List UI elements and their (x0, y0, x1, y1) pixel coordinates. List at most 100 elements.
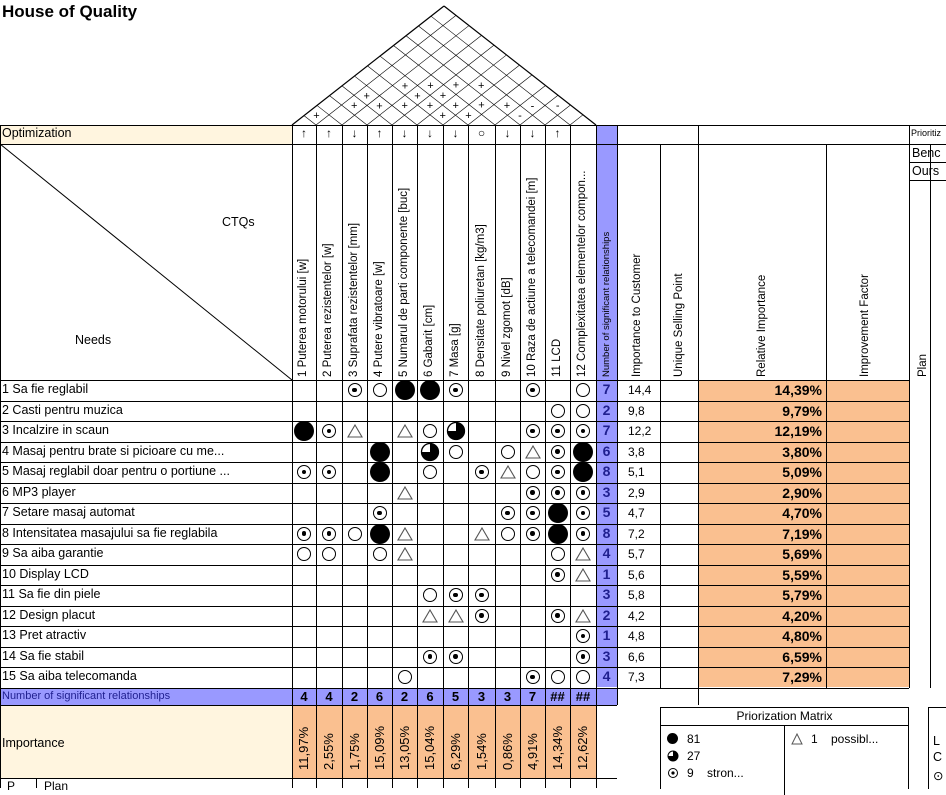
strong-relationship-icon (448, 649, 463, 664)
ctq-nsr-value: 3 (477, 689, 486, 704)
legend-dot-icon (668, 768, 678, 778)
ctq-importance-value: 15,09% (371, 725, 387, 770)
medium-relationship-icon (372, 547, 387, 562)
legend-value: 9 (687, 766, 694, 780)
ctq-nsr-value: 5 (451, 689, 460, 704)
strong-relationship-icon (474, 465, 489, 480)
importance-to-customer-value: 5,7 (628, 547, 645, 561)
need-label: 8 Intensitatea masajului sa fie reglabil… (2, 525, 218, 540)
medium-relationship-icon (576, 383, 590, 398)
importance-to-customer-value: 9,8 (628, 403, 645, 418)
strong-relationship-icon (372, 506, 387, 521)
optimization-arrow: ↓ (351, 126, 358, 140)
importance-to-customer-header: Importance to Customer (631, 253, 643, 377)
roof-mark: + (453, 100, 459, 112)
medium-relationship-icon (448, 444, 463, 459)
optimization-arrow: ↓ (427, 126, 433, 140)
strong-relationship-icon (474, 588, 489, 603)
relative-importance-value: 4,70% (782, 505, 822, 521)
relative-importance-value: 6,59% (782, 648, 822, 665)
roof-mark: + (402, 100, 408, 112)
nsr-column-bg (596, 125, 617, 687)
strong-relationship-icon (297, 526, 311, 541)
roof-mark: + (427, 100, 433, 112)
need-nsr-value: 8 (602, 524, 611, 541)
need-label: 10 Display LCD (2, 566, 89, 581)
very-strong-relationship-icon (369, 441, 390, 462)
strong-relationship-icon (448, 383, 463, 398)
roof-mark: + (453, 80, 459, 92)
need-nsr-value: 5 (602, 504, 611, 520)
legend-value: 81 (687, 732, 701, 746)
very-strong-relationship-icon (547, 523, 568, 544)
ctq-header: 2 Puterea rezistentelor [w] (322, 243, 334, 377)
strong-relationship-icon (525, 526, 540, 541)
medium-relationship-icon (372, 383, 387, 398)
legend-text: stron... (707, 766, 744, 780)
ctq-nsr-value: 6 (375, 689, 384, 704)
medium-relationship-icon (347, 526, 362, 541)
strong-relationship-icon (525, 670, 540, 685)
needs-label: Needs (75, 333, 112, 347)
need-label: 2 Casti pentru muzica (2, 402, 123, 417)
roof-mark: + (402, 80, 408, 92)
ctq-nsr-value: 2 (400, 689, 409, 704)
strong-relationship-icon (525, 485, 540, 500)
ctq-header: 6 Gabarit [cm] (423, 304, 435, 377)
ctq-nsr-value: 3 (503, 689, 512, 704)
relative-importance-value: 3,80% (782, 443, 822, 460)
relative-importance-value: 5,09% (782, 464, 822, 480)
nsr-row-label: Number of significant relationships (2, 690, 171, 702)
legend-full-icon (667, 733, 678, 744)
ctq-header: 5 Numarul de parti componente [buc] (397, 187, 410, 377)
plan-row-label: Plan (44, 779, 69, 793)
need-nsr-value: 7 (602, 422, 611, 438)
ctq-header: 3 Suprafata rezistentelor [mm] (347, 222, 360, 377)
importance-to-customer-value: 6,6 (628, 649, 645, 664)
need-nsr-value: 1 (602, 565, 611, 582)
optimization-arrow: ○ (477, 126, 486, 140)
very-strong-relationship-icon (369, 523, 390, 544)
weak-relationship-icon (575, 547, 591, 561)
strong-relationship-icon (525, 506, 540, 521)
optimization-arrow: ↓ (452, 126, 459, 140)
ctq-nsr-value: 6 (426, 689, 434, 704)
ctq-header: 1 Puterea motorului [w] (297, 258, 309, 377)
importance-to-customer-value: 14,4 (628, 383, 652, 397)
ctq-header: 8 Densitate poliuretan [kg/m3] (474, 224, 487, 377)
ctq-importance-value: 1,75% (346, 733, 362, 770)
importance-to-customer-value: 4,8 (628, 629, 645, 643)
strong-relationship-icon (322, 465, 336, 480)
strong-relationship-icon (576, 526, 590, 541)
very-strong-relationship-icon (294, 421, 314, 442)
need-label: 1 Sa fie reglabil (2, 382, 89, 396)
importance-to-customer-value: 5,6 (628, 567, 645, 582)
nsr-row-bg (0, 688, 617, 705)
strong-relationship-icon (550, 424, 565, 439)
importance-row-label: Importance (2, 736, 65, 750)
roof-mark: + (351, 100, 357, 112)
need-label: 12 Design placut (2, 607, 96, 622)
relative-importance-value: 5,69% (782, 546, 822, 562)
right-legend: L C ⊙ (928, 707, 946, 789)
strong-relationship-icon (423, 649, 437, 664)
need-nsr-value: 7 (602, 381, 611, 397)
ctq-importance-value: 6,29% (447, 733, 463, 770)
very-strong-relationship-icon (573, 462, 593, 483)
importance-label-bg (0, 705, 292, 778)
roof-mark: + (478, 100, 484, 112)
need-label: 15 Sa aiba telecomanda (2, 669, 137, 683)
medium-relationship-icon (423, 465, 437, 480)
roof-mark: + (364, 90, 370, 102)
weak-relationship-icon (524, 444, 541, 459)
ctq-importance-value: 15,04% (422, 725, 437, 770)
need-nsr-value: 3 (602, 586, 611, 602)
weak-relationship-icon (396, 547, 413, 561)
roof-mark: + (478, 80, 484, 92)
ctq-nsr-value: ## (550, 689, 565, 704)
importance-to-customer-value: 4,7 (628, 506, 645, 520)
relative-importance-bg (698, 380, 826, 687)
legend-triangle-icon (791, 733, 803, 745)
optimization-arrow: ↑ (326, 126, 332, 140)
strong-relationship-icon (576, 649, 590, 664)
